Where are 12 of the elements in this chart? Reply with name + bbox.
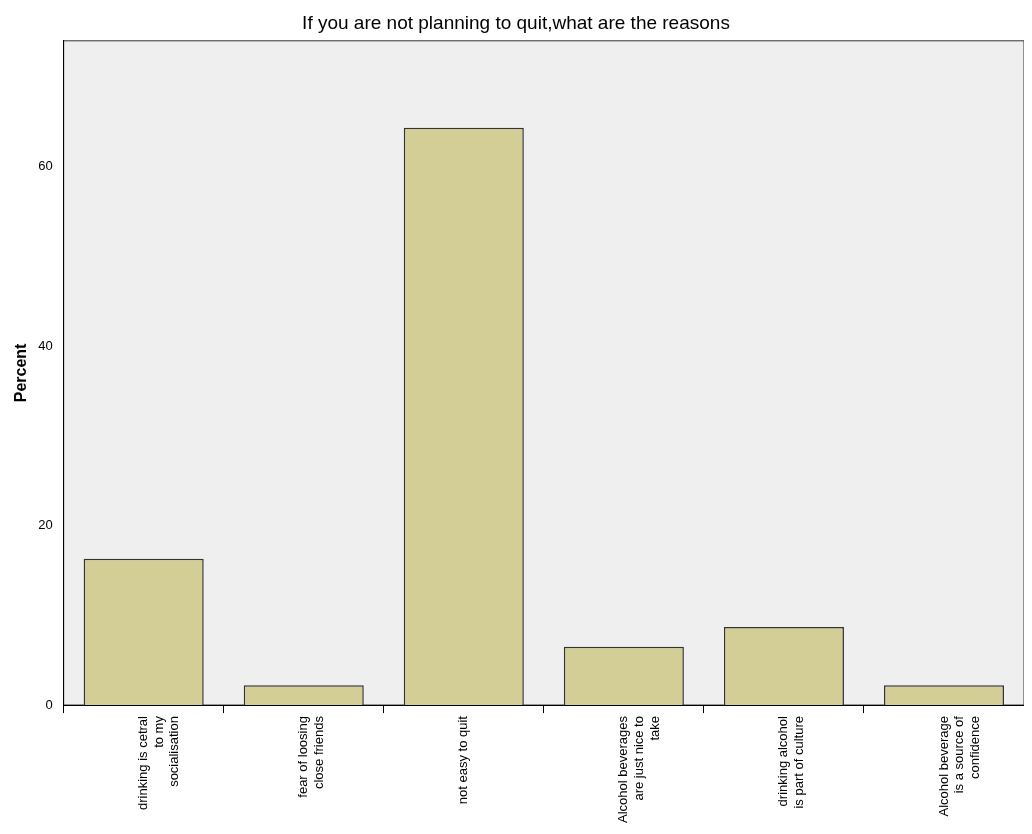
x-tick-label: drinking is cetral to my socialisation: [135, 715, 182, 810]
y-tick-label: 40: [38, 337, 53, 353]
y-tick-label: 20: [38, 517, 53, 533]
y-tick-label: 60: [38, 158, 53, 174]
y-tick-label: 0: [45, 696, 53, 712]
x-tick-label: fear of loosing close friends: [295, 715, 326, 798]
chart-title: If you are not planning to quit,what are the reasons: [302, 11, 730, 33]
x-tick-label: Alcohol beverages are just nice to take: [615, 715, 662, 824]
x-tick-label: not easy to quit: [455, 715, 471, 805]
y-axis-title: Percent: [12, 342, 30, 403]
x-tick-label: drinking alcohol is part of culture: [775, 715, 807, 809]
x-tick-label: Alcohol beverage is a source of confidence: [935, 715, 982, 817]
